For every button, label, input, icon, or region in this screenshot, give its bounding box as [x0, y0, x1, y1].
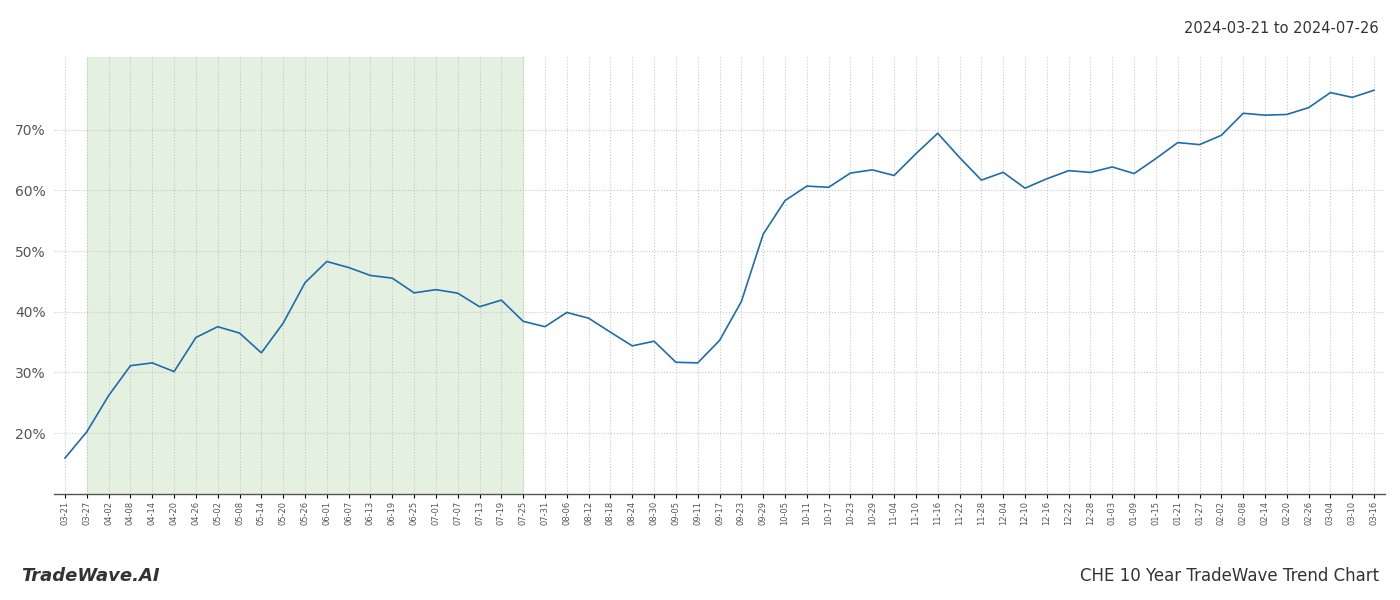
Text: TradeWave.AI: TradeWave.AI	[21, 567, 160, 585]
Bar	[87, 57, 524, 494]
Text: 2024-03-21 to 2024-07-26: 2024-03-21 to 2024-07-26	[1184, 21, 1379, 36]
Text: CHE 10 Year TradeWave Trend Chart: CHE 10 Year TradeWave Trend Chart	[1079, 567, 1379, 585]
